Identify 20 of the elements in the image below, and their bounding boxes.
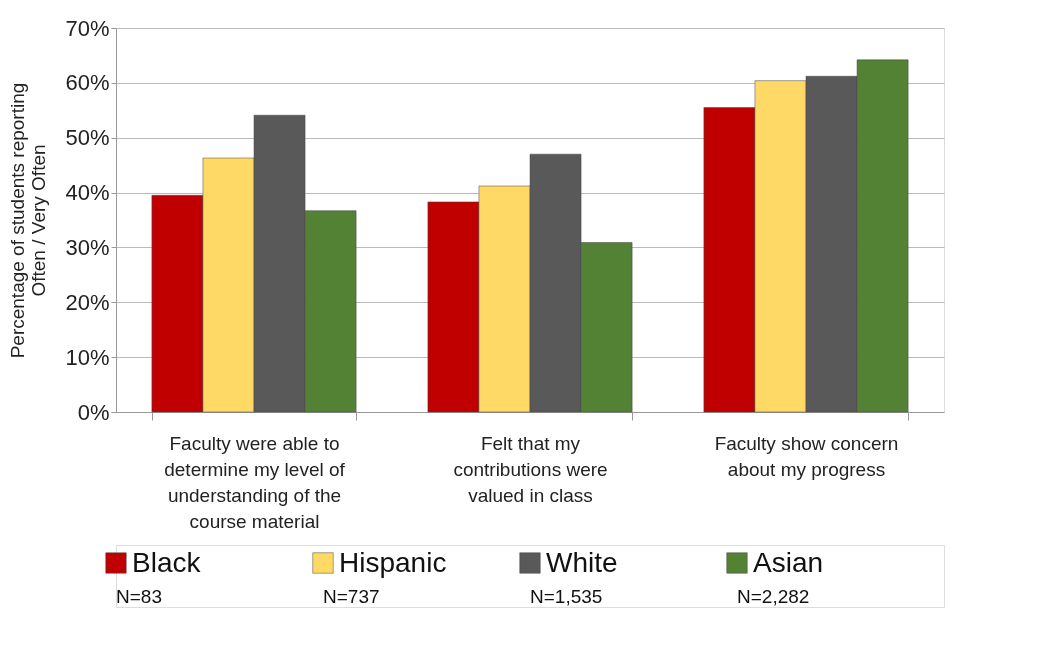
- x-tick-label: Faculty were able to determine my level of understanding of the course material: [164, 432, 346, 532]
- y-axis-title: Percentage of students reporting Often / Very Often: [7, 82, 50, 359]
- text: N=737: [323, 586, 380, 607]
- y-tick-label: 20%: [65, 289, 110, 315]
- y-tick-label: 10%: [65, 344, 110, 370]
- x-tick-label: Felt that my contributions were valued in class: [453, 432, 608, 506]
- y-tick-label: 70%: [65, 15, 110, 41]
- y-tick-label: 50%: [65, 125, 110, 151]
- legend-label: White: [546, 547, 618, 578]
- text: N=1,535: [530, 586, 603, 607]
- y-tick-label: 60%: [65, 70, 110, 96]
- text: N=83: [116, 586, 162, 607]
- y-tick-label: 0%: [77, 399, 110, 425]
- y-tick-label: 30%: [65, 234, 110, 260]
- legend-label: Asian: [753, 547, 824, 578]
- x-tick-label: Faculty show concern about my progress: [714, 432, 899, 480]
- y-tick-label: 40%: [65, 180, 110, 206]
- text: N=2,282: [737, 586, 810, 607]
- legend-label: Black: [132, 547, 202, 578]
- legend-label: Hispanic: [339, 547, 447, 578]
